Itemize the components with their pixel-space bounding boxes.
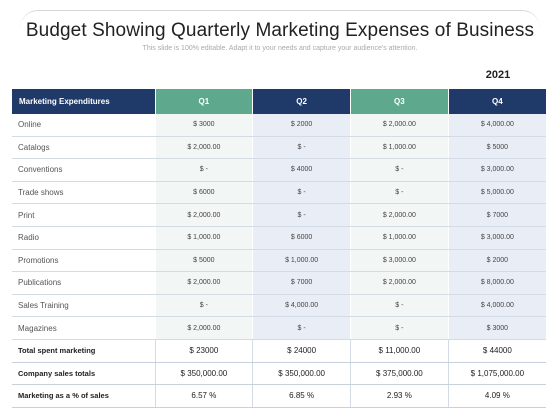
total-label: Marketing as a % of sales bbox=[12, 384, 155, 408]
total-cell-q2: $ 24000 bbox=[252, 338, 351, 363]
table-row: Catalogs $ 2,000.00 $ - $ 1,000.00 $ 5000 bbox=[12, 136, 546, 160]
cell-q2: $ 2000 bbox=[252, 114, 351, 137]
cell-q4: $ 3000 bbox=[447, 316, 546, 340]
cell-q4: $ 4,000.00 bbox=[447, 294, 546, 318]
page-subtitle: This slide is 100% editable. Adapt it to… bbox=[142, 45, 418, 52]
table-row: Radio $ 1,000.00 $ 6000 $ 1,000.00 $ 3,000.0… bbox=[12, 226, 546, 250]
cell-q2: $ - bbox=[252, 316, 351, 340]
row-label: Radio bbox=[12, 226, 155, 250]
cell-q3: $ 1,000.00 bbox=[350, 226, 449, 250]
year-label: 2021 bbox=[485, 69, 511, 81]
cell-q4: $ 8,000.00 bbox=[447, 271, 546, 295]
cell-q4: $ 5,000.00 bbox=[447, 181, 546, 205]
cell-q1: $ 5000 bbox=[154, 249, 253, 273]
total-row: Total spent marketing $ 23000 $ 24000 $ 11,… bbox=[12, 338, 546, 363]
row-label: Catalogs bbox=[12, 136, 155, 160]
total-cell-q4: $ 1,075,000.00 bbox=[447, 362, 546, 386]
cell-q2: $ 6000 bbox=[252, 226, 351, 250]
total-cell-q4: 4.09 % bbox=[447, 384, 546, 408]
cell-q4: $ 4,000.00 bbox=[447, 114, 546, 137]
total-label: Company sales totals bbox=[12, 362, 155, 386]
cell-q3: $ - bbox=[350, 181, 449, 205]
cell-q2: $ 7000 bbox=[252, 271, 351, 295]
header-q3: Q3 bbox=[350, 89, 449, 114]
cell-q1: $ 2,000.00 bbox=[154, 316, 253, 340]
table-row: Sales Training $ - $ 4,000.00 $ - $ 4,000.00 bbox=[12, 294, 546, 318]
cell-q1: $ - bbox=[154, 158, 253, 182]
cell-q1: $ 2,000.00 bbox=[154, 136, 253, 160]
total-cell-q3: $ 11,000.00 bbox=[350, 338, 449, 363]
cell-q1: $ - bbox=[154, 294, 253, 318]
cell-q2: $ 4,000.00 bbox=[252, 294, 351, 318]
cell-q4: $ 3,000.00 bbox=[447, 226, 546, 250]
total-row: Company sales totals $ 350,000.00 $ 350,00… bbox=[12, 362, 546, 386]
cell-q4: $ 7000 bbox=[447, 203, 546, 227]
total-label: Total spent marketing bbox=[12, 338, 155, 363]
total-cell-q3: $ 375,000.00 bbox=[350, 362, 449, 386]
row-label: Online bbox=[12, 114, 155, 137]
total-row: Marketing as a % of sales 6.57 % 6.85 % 2.9… bbox=[12, 384, 546, 408]
table-row: Publications $ 2,000.00 $ 7000 $ 2,000.00 $ … bbox=[12, 271, 546, 295]
cell-q3: $ - bbox=[350, 316, 449, 340]
table-header-row: Marketing Expenditures Q1 Q2 Q3 Q4 bbox=[12, 89, 546, 114]
table-row: Online $ 3000 $ 2000 $ 2,000.00 $ 4,000.00 bbox=[12, 114, 546, 137]
cell-q1: $ 6000 bbox=[154, 181, 253, 205]
cell-q4: $ 2000 bbox=[447, 249, 546, 273]
total-cell-q3: 2.93 % bbox=[350, 384, 449, 408]
total-cell-q1: $ 350,000.00 bbox=[154, 362, 253, 386]
cell-q2: $ 1,000.00 bbox=[252, 249, 351, 273]
total-cell-q2: $ 350,000.00 bbox=[252, 362, 351, 386]
header-q4: Q4 bbox=[447, 89, 546, 114]
table-row: Magazines $ 2,000.00 $ - $ - $ 3000 bbox=[12, 316, 546, 340]
cell-q1: $ 3000 bbox=[154, 114, 253, 137]
cell-q3: $ 2,000.00 bbox=[350, 114, 449, 137]
cell-q3: $ 2,000.00 bbox=[350, 271, 449, 295]
row-label: Promotions bbox=[12, 249, 155, 273]
row-label: Magazines bbox=[12, 316, 155, 340]
cell-q4: $ 5000 bbox=[447, 136, 546, 160]
table-row: Print $ 2,000.00 $ - $ 2,000.00 $ 7000 bbox=[12, 203, 546, 227]
cell-q1: $ 2,000.00 bbox=[154, 271, 253, 295]
cell-q1: $ 1,000.00 bbox=[154, 226, 253, 250]
table-row: Conventions $ - $ 4000 $ - $ 3,000.00 bbox=[12, 158, 546, 182]
title-frame bbox=[20, 10, 540, 51]
cell-q2: $ - bbox=[252, 203, 351, 227]
cell-q3: $ 1,000.00 bbox=[350, 136, 449, 160]
header-q1: Q1 bbox=[154, 89, 253, 114]
page-title: Budget Showing Quarterly Marketing Expen… bbox=[25, 20, 535, 41]
cell-q4: $ 3,000.00 bbox=[447, 158, 546, 182]
cell-q1: $ 2,000.00 bbox=[154, 203, 253, 227]
budget-table: Marketing Expenditures Q1 Q2 Q3 Q4 Onlin… bbox=[12, 89, 546, 408]
cell-q3: $ 3,000.00 bbox=[350, 249, 449, 273]
row-label: Sales Training bbox=[12, 294, 155, 318]
cell-q2: $ 4000 bbox=[252, 158, 351, 182]
row-label: Conventions bbox=[12, 158, 155, 182]
total-cell-q2: 6.85 % bbox=[252, 384, 351, 408]
row-label: Publications bbox=[12, 271, 155, 295]
total-cell-q4: $ 44000 bbox=[447, 338, 546, 363]
cell-q3: $ - bbox=[350, 158, 449, 182]
row-label: Print bbox=[12, 203, 155, 227]
cell-q2: $ - bbox=[252, 136, 351, 160]
header-marketing-expenditures: Marketing Expenditures bbox=[12, 89, 155, 114]
cell-q2: $ - bbox=[252, 181, 351, 205]
row-label: Trade shows bbox=[12, 181, 155, 205]
total-cell-q1: 6.57 % bbox=[154, 384, 253, 408]
table-row: Trade shows $ 6000 $ - $ - $ 5,000.00 bbox=[12, 181, 546, 205]
header-q2: Q2 bbox=[252, 89, 351, 114]
table-row: Promotions $ 5000 $ 1,000.00 $ 3,000.00 $ 20… bbox=[12, 249, 546, 273]
cell-q3: $ - bbox=[350, 294, 449, 318]
total-cell-q1: $ 23000 bbox=[154, 338, 253, 363]
cell-q3: $ 2,000.00 bbox=[350, 203, 449, 227]
